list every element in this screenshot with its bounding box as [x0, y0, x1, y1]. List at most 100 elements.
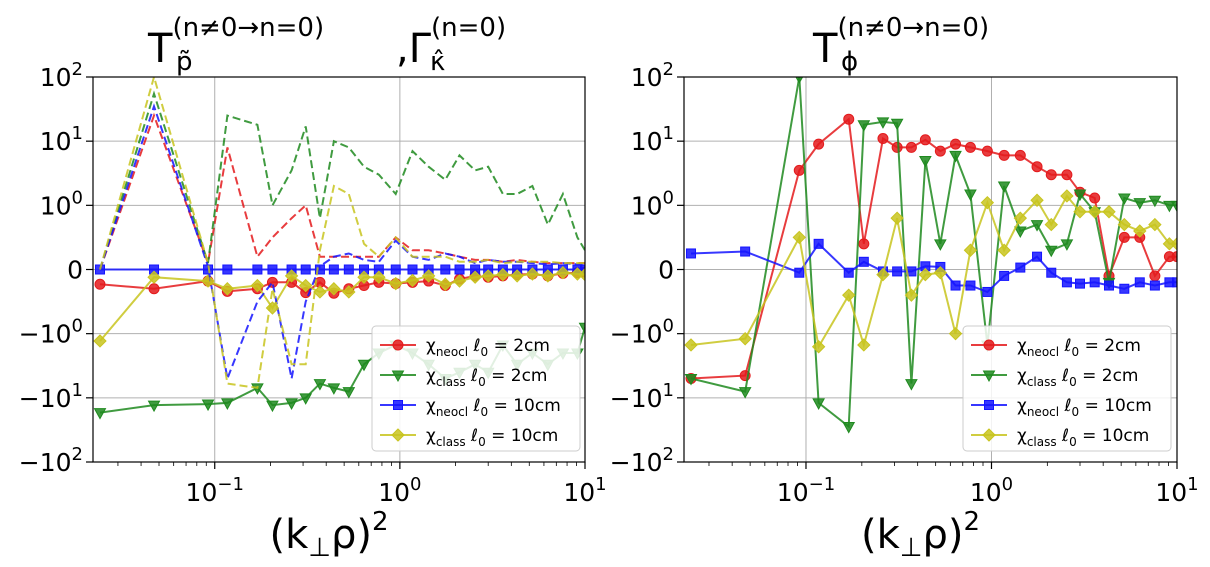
- data-point: [1031, 161, 1043, 173]
- data-point: [997, 243, 1011, 257]
- data-point: [1044, 217, 1058, 232]
- y-tick-label: −100: [610, 316, 674, 349]
- data-point: [372, 270, 386, 284]
- data-point: [1089, 192, 1101, 204]
- data-point: [1102, 205, 1116, 219]
- data-point: [963, 243, 978, 257]
- data-point: [982, 286, 993, 297]
- data-point: [684, 338, 698, 352]
- data-point: [1119, 283, 1130, 294]
- legend-entry: χclass ℓ0 = 10cm: [971, 426, 1149, 449]
- x-tick-label: 100: [970, 474, 1013, 507]
- data-point: [877, 133, 889, 145]
- data-point: [496, 267, 510, 282]
- y-tick-label: 0: [658, 256, 674, 285]
- data-point: [313, 285, 327, 299]
- legend-label: χneocl ℓ0 = 2cm: [426, 336, 550, 359]
- data-point: [1104, 280, 1115, 291]
- data-point: [1073, 189, 1087, 202]
- data-point: [813, 238, 824, 249]
- x-tick-label: 10−1: [186, 474, 244, 507]
- y-tick-label: −102: [19, 444, 83, 477]
- y-tick-label: −101: [19, 380, 83, 413]
- data-point: [948, 326, 963, 341]
- y-tick-label: −102: [610, 444, 674, 477]
- data-point: [842, 422, 856, 434]
- data-point: [299, 393, 313, 405]
- data-point: [1170, 237, 1177, 251]
- data-point: [843, 267, 854, 278]
- data-point: [950, 138, 962, 150]
- data-point: [285, 398, 298, 410]
- y-tick-label: 101: [631, 123, 674, 156]
- data-point: [891, 141, 903, 153]
- data-point: [389, 276, 403, 291]
- y-tick-label: 100: [631, 187, 674, 220]
- data-point: [1148, 195, 1162, 208]
- data-point: [1118, 231, 1130, 243]
- data-point: [510, 269, 524, 283]
- data-point: [405, 273, 420, 288]
- data-point: [981, 145, 993, 157]
- data-point: [1117, 217, 1132, 232]
- legend-label: χclass ℓ0 = 10cm: [1017, 426, 1149, 449]
- data-point: [1044, 245, 1058, 258]
- legend-entry: χclass ℓ0 = 10cm: [380, 426, 558, 449]
- data-point: [541, 269, 555, 283]
- legend-entry: χclass ℓ0 = 2cm: [380, 366, 547, 389]
- data-point: [857, 120, 871, 132]
- data-point: [407, 264, 418, 275]
- data-point: [999, 270, 1010, 281]
- data-point: [905, 141, 917, 153]
- series--neocl-0-10cm: [686, 238, 1177, 297]
- data-point: [1171, 251, 1177, 263]
- data-point: [1030, 220, 1044, 232]
- data-point: [1014, 149, 1026, 161]
- data-point: [94, 278, 106, 290]
- data-point: [918, 267, 933, 282]
- series-line: [99, 103, 585, 383]
- chart-title-subscript: p̃: [176, 47, 193, 77]
- data-point: [964, 141, 976, 153]
- series--class-0-10cm: [93, 266, 585, 348]
- data-point: [578, 322, 585, 335]
- series-green-dashed: [99, 90, 585, 270]
- legend-box: [962, 325, 1172, 452]
- y-tick-label: 102: [631, 59, 674, 92]
- data-point: [905, 379, 918, 391]
- data-point: [1133, 224, 1147, 238]
- data-point: [327, 383, 341, 395]
- x-tick-label: 101: [1155, 474, 1198, 507]
- data-point: [1060, 189, 1074, 203]
- x-tick-label: 10−1: [777, 474, 835, 507]
- data-point: [390, 264, 401, 275]
- data-point: [890, 211, 904, 225]
- data-point: [1170, 200, 1177, 213]
- data-point: [1046, 267, 1057, 278]
- data-point: [876, 117, 890, 129]
- x-axis-label: (k⊥ρ)2: [270, 507, 389, 563]
- data-point: [1149, 280, 1160, 291]
- data-point: [266, 400, 279, 413]
- legend-entry: χneocl ℓ0 = 2cm: [380, 336, 550, 359]
- data-point: [267, 264, 278, 275]
- data-point: [949, 150, 962, 163]
- series-blue-dashed: [99, 103, 585, 383]
- data-point: [982, 370, 996, 383]
- data-point: [984, 400, 994, 410]
- data-point: [250, 278, 265, 293]
- data-point: [933, 239, 947, 251]
- y-tick-label: 100: [40, 187, 83, 220]
- data-point: [1061, 277, 1072, 288]
- y-tick-label: 101: [40, 123, 83, 156]
- x-tick-label: 101: [563, 474, 606, 507]
- data-point: [452, 274, 467, 288]
- data-point: [1045, 169, 1057, 181]
- data-point: [1061, 169, 1073, 181]
- data-point: [578, 267, 585, 282]
- data-point: [933, 266, 948, 280]
- y-tick-label: −100: [19, 316, 83, 349]
- data-point: [811, 340, 826, 354]
- data-point: [357, 270, 371, 284]
- data-point: [794, 267, 805, 278]
